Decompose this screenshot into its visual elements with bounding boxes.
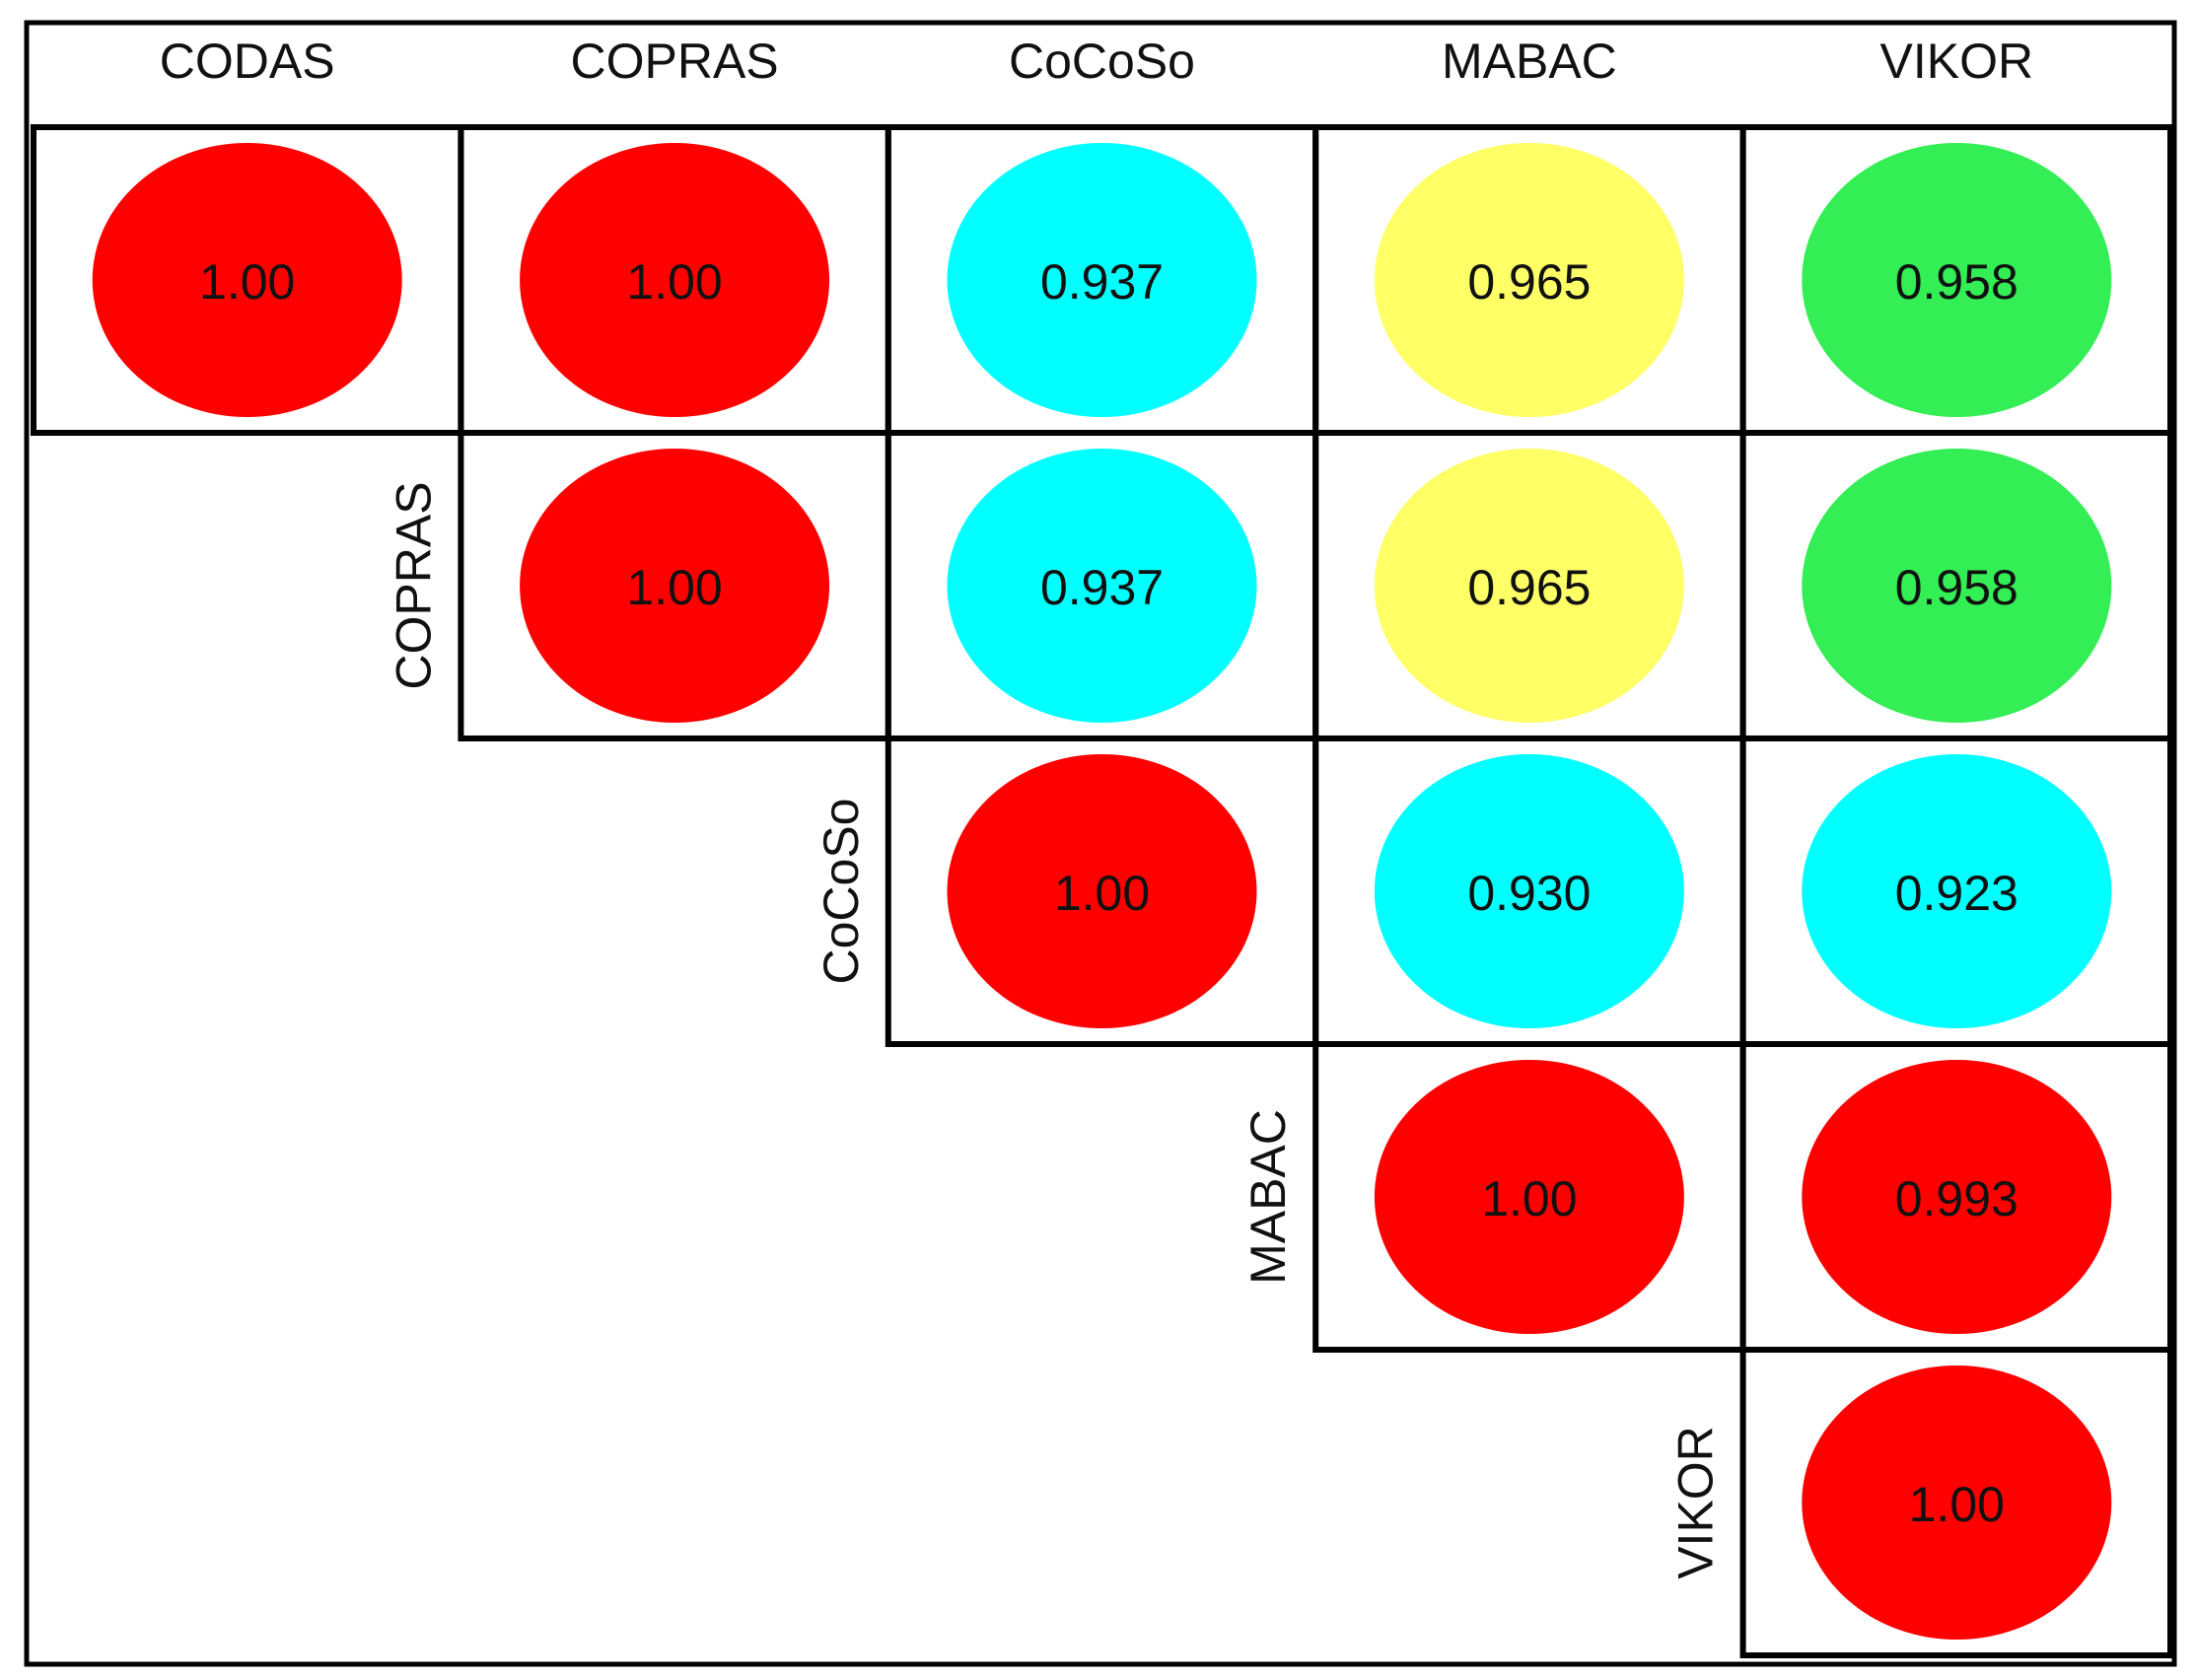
row-label-copras: COPRAS bbox=[386, 481, 441, 689]
cell-vikor-vikor: 1.00 bbox=[1739, 1347, 2173, 1658]
correlation-marker-cocoso-mabac bbox=[1374, 754, 1684, 1028]
correlation-value-cocoso-cocoso: 1.00 bbox=[1054, 866, 1150, 921]
correlation-marker-cocoso-cocoso bbox=[947, 754, 1257, 1028]
correlation-value-mabac-mabac: 1.00 bbox=[1481, 1171, 1577, 1226]
cell-copras-vikor: 0.958 bbox=[1739, 430, 2173, 741]
cell-copras-mabac: 0.965 bbox=[1312, 430, 1746, 741]
chart-outer-frame bbox=[24, 20, 2177, 1667]
cell-codas-codas: 1.00 bbox=[31, 124, 464, 436]
row-label-cocoso: CoCoSo bbox=[814, 799, 869, 985]
correlation-value-vikor-vikor: 1.00 bbox=[1909, 1477, 2005, 1532]
cell-copras-copras: 1.00 bbox=[458, 430, 891, 741]
correlation-value-codas-vikor: 0.958 bbox=[1895, 254, 2018, 310]
correlation-value-copras-copras: 1.00 bbox=[626, 560, 722, 615]
correlation-marker-copras-mabac bbox=[1374, 449, 1684, 723]
row-label-vikor: VIKOR bbox=[1668, 1426, 1724, 1579]
correlation-marker-copras-cocoso bbox=[947, 449, 1257, 723]
correlation-value-codas-cocoso: 0.937 bbox=[1040, 254, 1164, 310]
correlation-value-copras-vikor: 0.958 bbox=[1895, 560, 2018, 615]
cell-copras-cocoso: 0.937 bbox=[885, 430, 1319, 741]
correlation-value-copras-mabac: 0.965 bbox=[1467, 560, 1591, 615]
correlation-marker-codas-vikor bbox=[1802, 143, 2112, 417]
column-label-cocoso: CoCoSo bbox=[1009, 34, 1195, 89]
correlation-marker-mabac-mabac bbox=[1374, 1060, 1684, 1334]
correlation-marker-vikor-vikor bbox=[1802, 1365, 2112, 1640]
cell-mabac-vikor: 0.993 bbox=[1739, 1041, 2173, 1353]
cell-codas-copras: 1.00 bbox=[458, 124, 891, 436]
correlation-value-copras-cocoso: 0.937 bbox=[1040, 560, 1164, 615]
column-label-vikor: VIKOR bbox=[1880, 34, 2034, 89]
correlation-value-cocoso-vikor: 0.923 bbox=[1895, 866, 2018, 921]
column-label-mabac: MABAC bbox=[1442, 34, 1617, 89]
row-labels: COPRAS CoCoSo MABAC VIKOR bbox=[386, 481, 1723, 1578]
correlation-marker-codas-codas bbox=[92, 143, 402, 417]
correlation-marker-codas-cocoso bbox=[947, 143, 1257, 417]
correlation-value-cocoso-mabac: 0.930 bbox=[1467, 866, 1591, 921]
correlation-marker-codas-copras bbox=[520, 143, 830, 417]
cell-mabac-mabac: 1.00 bbox=[1312, 1041, 1746, 1353]
column-labels: CODAS COPRAS CoCoSo MABAC VIKOR bbox=[160, 34, 2033, 89]
correlation-value-mabac-vikor: 0.993 bbox=[1895, 1171, 2018, 1226]
cell-box-vikor-vikor bbox=[1739, 1347, 2173, 1658]
column-label-codas: CODAS bbox=[160, 34, 335, 89]
correlation-marker-mabac-vikor bbox=[1802, 1060, 2112, 1334]
correlation-marker-copras-copras bbox=[520, 449, 830, 723]
cell-cocoso-cocoso: 1.00 bbox=[885, 735, 1319, 1047]
correlation-marker-codas-mabac bbox=[1374, 143, 1684, 417]
correlation-value-codas-mabac: 0.965 bbox=[1467, 254, 1591, 310]
row-label-mabac: MABAC bbox=[1240, 1109, 1296, 1285]
cell-codas-mabac: 0.965 bbox=[1312, 124, 1746, 436]
column-label-copras: COPRAS bbox=[571, 34, 779, 89]
cell-codas-vikor: 0.958 bbox=[1739, 124, 2173, 436]
cell-codas-cocoso: 0.937 bbox=[885, 124, 1319, 436]
correlation-value-codas-copras: 1.00 bbox=[626, 254, 722, 310]
correlation-marker-copras-vikor bbox=[1802, 449, 2112, 723]
cell-cocoso-vikor: 0.923 bbox=[1739, 735, 2173, 1047]
cell-cocoso-mabac: 0.930 bbox=[1312, 735, 1746, 1047]
correlation-value-codas-codas: 1.00 bbox=[199, 254, 295, 310]
correlation-marker-cocoso-vikor bbox=[1802, 754, 2112, 1028]
matrix-cells: 1.00 1.00 0.937 0.965 0.958 1.00 0.937 0.965 0.9… bbox=[31, 124, 2173, 1658]
